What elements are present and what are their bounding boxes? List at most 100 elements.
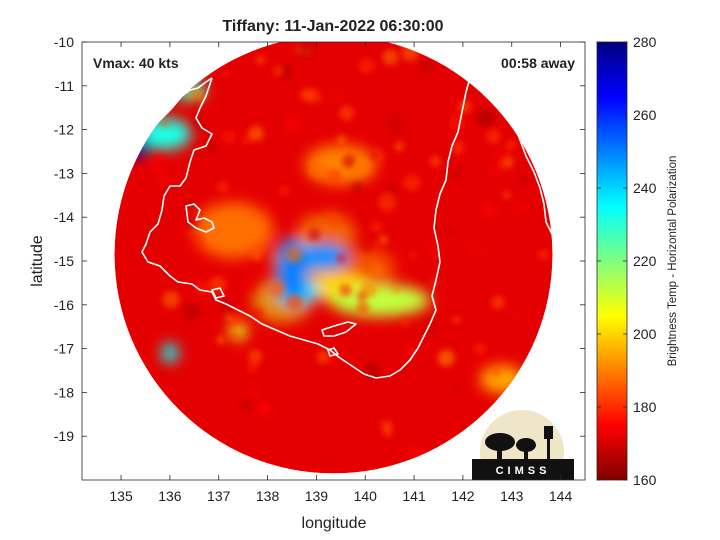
x-tick-label: 143 — [500, 488, 524, 504]
coastlines — [82, 75, 585, 379]
coastline-island-inner-west — [185, 203, 215, 233]
speckle — [409, 251, 417, 259]
speckle — [339, 283, 352, 297]
y-tick-label: -19 — [54, 428, 74, 444]
speckle — [508, 309, 523, 324]
chart-title: Tiffany: 11-Jan-2022 06:30:00 — [222, 18, 443, 35]
x-tick-label: 140 — [354, 488, 378, 504]
speckle — [329, 452, 340, 463]
y-tick-label: -14 — [54, 209, 74, 225]
speckle — [358, 57, 375, 74]
speckle — [407, 346, 417, 356]
speckle — [539, 250, 548, 259]
speckle — [403, 174, 421, 192]
speckle — [360, 238, 374, 253]
y-tick-label: -11 — [55, 78, 74, 94]
speckle — [315, 122, 328, 134]
speckle — [408, 66, 427, 85]
speckle — [356, 290, 368, 302]
time-offset-label: 00:58 away — [501, 55, 575, 71]
speckle — [371, 152, 379, 159]
speckle — [217, 181, 229, 193]
speckle — [378, 235, 389, 245]
speckle — [300, 88, 313, 101]
speckle — [157, 171, 171, 185]
speckle — [216, 335, 226, 345]
speckle — [331, 86, 346, 100]
x-tick-label: 136 — [158, 488, 182, 504]
speckle — [159, 371, 166, 378]
speckle — [126, 260, 134, 268]
speckle — [311, 200, 324, 213]
speckle — [427, 244, 439, 256]
speckle — [495, 148, 510, 163]
speckle — [316, 350, 330, 364]
speckle — [400, 318, 409, 327]
speckle — [285, 246, 303, 264]
speckle — [503, 191, 511, 199]
colorbar-tick-label: 160 — [633, 472, 657, 488]
logo-dish-left — [485, 433, 515, 451]
speckle — [230, 333, 239, 341]
speckle — [394, 141, 405, 152]
speckle — [336, 254, 346, 263]
speckle — [286, 140, 297, 151]
speckle — [457, 198, 467, 208]
speckle — [241, 134, 252, 146]
speckle — [254, 308, 263, 317]
speckle — [225, 314, 232, 322]
speckle — [248, 125, 264, 142]
speckle — [194, 281, 210, 297]
y-tick-label: -18 — [54, 384, 74, 400]
speckle — [407, 167, 419, 179]
speckle — [358, 353, 366, 362]
colorbar-scale — [596, 41, 628, 481]
coastline-island-small — [327, 347, 339, 357]
speckle — [299, 43, 308, 53]
x-axis: 135 136 137 138 139 140 141 142 143 144 — [109, 42, 572, 504]
speckle — [134, 287, 147, 300]
speckle — [445, 227, 453, 234]
x-tick-label: 142 — [451, 488, 475, 504]
speckle — [249, 388, 259, 398]
x-tick-label: 137 — [207, 488, 231, 504]
speckle — [277, 184, 291, 198]
speckle — [519, 175, 529, 185]
speckle — [458, 100, 471, 114]
speckle — [385, 109, 402, 126]
speckle — [384, 180, 399, 195]
y-axis-label: latitude — [29, 235, 46, 287]
speckle — [253, 253, 261, 261]
y-tick-label: -17 — [54, 341, 74, 357]
speckle — [491, 367, 502, 377]
x-tick-label: 139 — [305, 488, 329, 504]
speckle — [382, 49, 399, 66]
speckle — [151, 153, 168, 171]
speckle — [282, 115, 301, 134]
speckle — [430, 155, 441, 167]
speckle — [393, 286, 400, 293]
speckle — [286, 294, 304, 311]
colorbar: 280 260 240 220 200 180 160 Brightness Temp - … — [596, 34, 679, 488]
logo-dish-right-post — [524, 449, 528, 459]
speckle — [258, 402, 272, 417]
speckle — [326, 168, 342, 184]
speckle — [355, 301, 370, 316]
speckle — [221, 69, 230, 78]
speckle — [448, 114, 466, 132]
speckle — [370, 263, 384, 277]
speckle — [308, 161, 326, 179]
coastline-gulf-west — [82, 75, 493, 379]
coastline-cape-york — [491, 87, 585, 237]
cimss-logo: CIMSS — [472, 410, 574, 480]
speckle — [450, 140, 465, 155]
y-tick-label: -10 — [54, 34, 74, 50]
speckle — [342, 154, 357, 169]
speckle — [468, 241, 484, 257]
y-tick-label: -15 — [54, 253, 74, 269]
speckle — [250, 243, 264, 257]
coastline-island-mornington — [321, 321, 357, 337]
colorbar-label: Brightness Temp - Horizontal Polarizatio… — [667, 156, 679, 367]
speckle — [161, 120, 170, 128]
colorbar-tick-label: 220 — [633, 253, 657, 269]
